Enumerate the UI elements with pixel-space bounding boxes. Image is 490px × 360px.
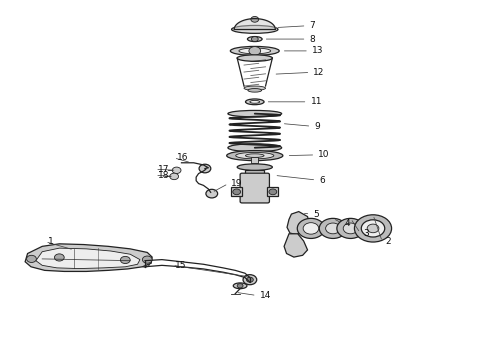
Circle shape bbox=[361, 220, 385, 237]
Ellipse shape bbox=[228, 144, 282, 152]
Text: 15: 15 bbox=[175, 261, 187, 270]
Text: 18: 18 bbox=[158, 171, 170, 180]
Text: 12: 12 bbox=[314, 68, 325, 77]
Ellipse shape bbox=[250, 100, 260, 103]
Circle shape bbox=[243, 275, 257, 285]
Circle shape bbox=[237, 284, 243, 288]
Circle shape bbox=[251, 37, 258, 41]
Circle shape bbox=[140, 260, 150, 267]
Ellipse shape bbox=[232, 26, 278, 33]
Circle shape bbox=[251, 17, 259, 22]
FancyBboxPatch shape bbox=[240, 173, 270, 203]
Polygon shape bbox=[268, 187, 278, 196]
Text: 6: 6 bbox=[319, 176, 325, 185]
Ellipse shape bbox=[248, 89, 262, 92]
Circle shape bbox=[199, 164, 211, 173]
Ellipse shape bbox=[237, 164, 272, 170]
Circle shape bbox=[343, 223, 358, 234]
Ellipse shape bbox=[230, 46, 279, 55]
Circle shape bbox=[143, 256, 152, 263]
Circle shape bbox=[233, 189, 241, 195]
Circle shape bbox=[297, 219, 325, 238]
Ellipse shape bbox=[236, 152, 274, 159]
Circle shape bbox=[319, 219, 346, 238]
Circle shape bbox=[303, 223, 319, 234]
Circle shape bbox=[26, 255, 36, 262]
Circle shape bbox=[206, 189, 218, 198]
Text: 14: 14 bbox=[260, 291, 271, 300]
Text: 19: 19 bbox=[231, 179, 243, 188]
Text: 13: 13 bbox=[312, 46, 323, 55]
Polygon shape bbox=[36, 248, 140, 269]
Circle shape bbox=[337, 219, 364, 238]
Circle shape bbox=[326, 223, 340, 234]
Text: 10: 10 bbox=[318, 150, 330, 159]
Text: 16: 16 bbox=[176, 153, 188, 162]
Polygon shape bbox=[284, 234, 308, 257]
Ellipse shape bbox=[237, 55, 272, 61]
Text: 9: 9 bbox=[315, 122, 320, 131]
Circle shape bbox=[121, 256, 130, 264]
Text: 1: 1 bbox=[48, 237, 54, 246]
FancyBboxPatch shape bbox=[245, 170, 264, 175]
Text: 7: 7 bbox=[310, 21, 315, 30]
FancyBboxPatch shape bbox=[251, 157, 258, 163]
Ellipse shape bbox=[227, 150, 283, 161]
Text: 11: 11 bbox=[311, 97, 322, 106]
Circle shape bbox=[249, 46, 261, 55]
Text: 3: 3 bbox=[363, 229, 369, 238]
Ellipse shape bbox=[239, 48, 270, 54]
Circle shape bbox=[367, 224, 379, 233]
Circle shape bbox=[354, 215, 392, 242]
Polygon shape bbox=[25, 244, 152, 271]
Ellipse shape bbox=[228, 111, 282, 117]
Ellipse shape bbox=[245, 154, 264, 157]
Text: 17: 17 bbox=[158, 165, 170, 174]
Ellipse shape bbox=[244, 86, 266, 90]
Text: 8: 8 bbox=[310, 35, 315, 44]
Ellipse shape bbox=[247, 37, 262, 41]
Circle shape bbox=[54, 254, 64, 261]
Circle shape bbox=[246, 277, 253, 282]
Circle shape bbox=[172, 167, 181, 174]
Polygon shape bbox=[287, 212, 310, 234]
Text: 4: 4 bbox=[344, 219, 350, 228]
Ellipse shape bbox=[233, 283, 247, 289]
Circle shape bbox=[170, 173, 178, 180]
Circle shape bbox=[269, 189, 277, 195]
Text: 5: 5 bbox=[314, 210, 319, 219]
Text: 2: 2 bbox=[385, 237, 391, 246]
Ellipse shape bbox=[245, 99, 264, 105]
Polygon shape bbox=[231, 187, 242, 196]
